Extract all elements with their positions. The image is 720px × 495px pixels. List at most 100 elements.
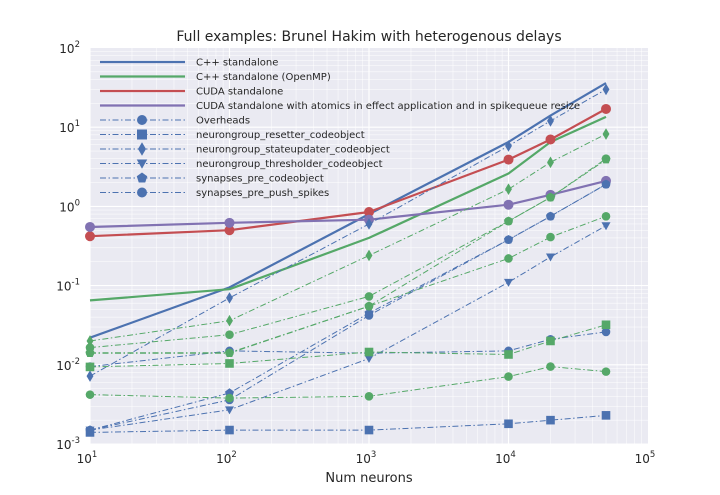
series-path xyxy=(89,179,607,229)
series-line xyxy=(85,320,611,372)
y-tick-label: 10-1 xyxy=(56,278,80,294)
y-tick-label: 101 xyxy=(59,119,80,135)
data-point xyxy=(364,355,374,364)
data-point xyxy=(601,411,611,420)
data-point xyxy=(136,159,148,169)
legend-entry: C++ standalone (OpenMP) xyxy=(100,72,331,83)
series-path xyxy=(89,183,607,431)
data-point xyxy=(547,115,554,127)
data-point xyxy=(85,425,95,435)
data-point xyxy=(365,249,373,262)
data-point xyxy=(504,419,513,429)
data-point xyxy=(364,206,374,217)
data-point xyxy=(601,103,612,114)
data-point xyxy=(546,415,555,425)
data-point xyxy=(364,292,374,301)
legend-label: Overheads xyxy=(196,116,250,127)
data-point xyxy=(602,128,610,140)
x-tick-label: 105 xyxy=(635,450,656,466)
x-tick-label: 104 xyxy=(495,450,516,466)
series-path xyxy=(89,324,607,368)
x-tick-label: 101 xyxy=(77,450,98,466)
legend-label: synapses_pre_codeobject xyxy=(196,174,324,185)
data-point xyxy=(545,253,556,262)
data-point xyxy=(364,392,374,401)
data-point xyxy=(601,367,611,376)
data-point xyxy=(225,393,234,403)
y-tick-label: 10-2 xyxy=(56,357,80,373)
series-line xyxy=(85,154,611,358)
legend-label: neurongroup_thresholder_codeobject xyxy=(196,159,383,170)
legend-label: C++ standalone (OpenMP) xyxy=(196,72,331,83)
data-point xyxy=(225,330,234,339)
legend-label: CUDA standalone xyxy=(196,87,283,98)
data-point xyxy=(601,222,611,231)
grid xyxy=(89,48,648,445)
legend-entry: neurongroup_stateupdater_codeobject xyxy=(100,142,390,156)
data-point xyxy=(503,278,514,287)
legend-label: neurongroup_resetter_codeobject xyxy=(196,130,365,141)
series-path xyxy=(89,107,607,238)
data-point xyxy=(505,140,512,152)
series-line xyxy=(89,82,607,339)
data-point xyxy=(224,217,235,228)
ticks: 101 102 103 104 105 10-3 10-2 10-1 100 101 102 xyxy=(56,40,655,466)
data-point xyxy=(601,180,611,189)
data-point xyxy=(601,327,611,337)
data-point xyxy=(86,370,94,382)
data-point xyxy=(85,221,95,232)
data-point xyxy=(85,362,95,372)
series-line xyxy=(85,222,611,435)
data-point xyxy=(225,425,234,435)
series-path xyxy=(90,159,607,354)
series-line xyxy=(86,83,610,382)
y-tick-label: 102 xyxy=(59,40,80,56)
legend-entry: synapses_pre_push_spikes xyxy=(100,187,329,199)
data-point xyxy=(137,115,147,125)
legend-entry: neurongroup_thresholder_codeobject xyxy=(100,159,383,170)
data-point xyxy=(504,235,513,244)
data-point xyxy=(225,348,234,358)
data-point xyxy=(546,211,555,221)
data-point xyxy=(503,199,514,210)
legend-label: C++ standalone xyxy=(196,58,278,69)
data-point xyxy=(85,348,95,358)
legend-label: synapses_pre_push_spikes xyxy=(196,188,329,199)
data-point xyxy=(546,232,555,242)
data-point xyxy=(137,187,147,198)
legend-entry: CUDA standalone with atomics in effect a… xyxy=(100,101,580,112)
x-tick-label: 102 xyxy=(216,450,237,466)
series-path xyxy=(89,366,607,399)
data-point xyxy=(545,192,555,202)
data-point xyxy=(226,314,233,327)
y-tick-label: 100 xyxy=(59,198,80,214)
data-point xyxy=(504,216,513,226)
data-point xyxy=(85,390,95,399)
legend-entry: C++ standalone xyxy=(100,58,278,69)
data-point xyxy=(85,231,95,242)
data-point xyxy=(226,292,233,304)
chart-title: Full examples: Brunel Hakim with heterog… xyxy=(176,29,561,45)
series-line xyxy=(85,103,612,242)
y-tick-label: 10-3 xyxy=(56,436,80,452)
data-point xyxy=(545,134,556,145)
data-point xyxy=(505,183,512,195)
legend: C++ standalone C++ standalone (OpenMP) CUD… xyxy=(100,58,580,199)
data-point xyxy=(364,311,374,320)
series-line xyxy=(89,115,607,302)
data-point xyxy=(364,425,374,435)
data-point xyxy=(136,172,148,183)
series-path xyxy=(89,414,607,433)
data-point xyxy=(601,154,611,164)
data-point xyxy=(138,142,146,156)
x-tick-label: 103 xyxy=(356,450,377,466)
data-point xyxy=(546,362,555,371)
data-point xyxy=(224,406,235,415)
data-point xyxy=(547,156,554,169)
data-point xyxy=(601,320,611,330)
data-point xyxy=(546,336,555,346)
data-point xyxy=(503,154,514,165)
legend-entry: synapses_pre_codeobject xyxy=(100,172,324,185)
data-point xyxy=(365,218,373,230)
